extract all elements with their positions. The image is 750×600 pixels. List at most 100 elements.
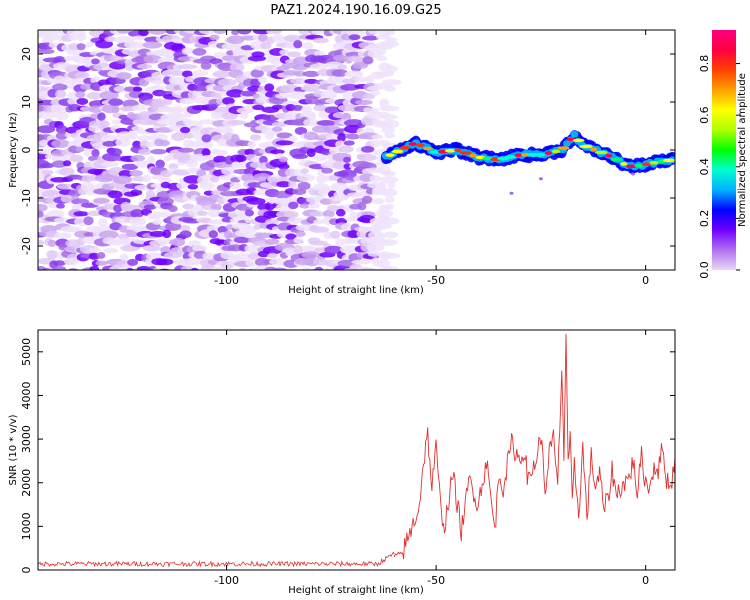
y-tick-label: 1000 bbox=[20, 512, 33, 540]
noise-cell bbox=[75, 91, 86, 99]
noise-cell bbox=[53, 217, 70, 224]
noise-cell bbox=[138, 148, 152, 156]
noise-cell bbox=[147, 156, 156, 164]
noise-cell bbox=[221, 166, 237, 176]
noise-cell bbox=[309, 211, 327, 217]
noise-cell bbox=[188, 240, 202, 247]
noise-cell bbox=[371, 134, 384, 140]
noise-cell bbox=[190, 267, 199, 270]
signal-core bbox=[589, 147, 598, 152]
noise-cell bbox=[344, 70, 364, 78]
noise-cell bbox=[252, 104, 265, 111]
noise-cell bbox=[241, 173, 257, 182]
noise-cell bbox=[298, 30, 310, 35]
noise-cell bbox=[313, 50, 325, 57]
noise-cell bbox=[145, 252, 163, 260]
colorbar-bar bbox=[712, 30, 736, 270]
noise-cell bbox=[264, 83, 275, 92]
noise-cell bbox=[88, 252, 100, 260]
noise-cell bbox=[387, 181, 396, 189]
noise-cell bbox=[381, 252, 401, 259]
colorbar-tick-label: 0.4 bbox=[698, 158, 711, 176]
noise-cell bbox=[321, 167, 334, 174]
noise-cell bbox=[196, 210, 208, 216]
noise-cell bbox=[119, 253, 129, 261]
noise-cell bbox=[250, 69, 264, 78]
noise-cell bbox=[246, 197, 266, 205]
noise-cell bbox=[297, 181, 311, 191]
noise-cell bbox=[237, 30, 252, 35]
colorbar-tick-label: 0.0 bbox=[698, 261, 711, 279]
noise-cell bbox=[73, 211, 89, 217]
signal-core bbox=[649, 161, 659, 165]
noise-cell bbox=[86, 92, 103, 100]
colorbar-tick-label: 0.6 bbox=[698, 106, 711, 124]
noise-cell bbox=[229, 62, 245, 72]
noise-cell bbox=[213, 30, 228, 35]
noise-cell bbox=[244, 226, 257, 234]
noise-cell bbox=[116, 72, 132, 80]
noise-cell bbox=[295, 230, 306, 237]
noise-cell bbox=[200, 61, 212, 70]
noise-cell bbox=[384, 86, 396, 92]
noise-cell bbox=[76, 98, 89, 105]
noise-cell bbox=[382, 79, 402, 86]
noise-cell bbox=[101, 134, 118, 143]
noise-cell bbox=[187, 183, 199, 190]
noise-cell bbox=[211, 189, 222, 196]
noise-cell bbox=[102, 248, 119, 254]
noise-cell bbox=[99, 90, 119, 100]
noise-cell bbox=[107, 190, 123, 199]
noise-cell bbox=[56, 183, 76, 190]
noise-cell bbox=[240, 110, 249, 120]
noise-cell bbox=[111, 119, 123, 125]
noise-cell bbox=[137, 135, 152, 141]
signal-core bbox=[385, 153, 395, 157]
noise-cell bbox=[306, 148, 316, 158]
noise-cell bbox=[335, 208, 346, 217]
x-tick-label: -100 bbox=[214, 274, 239, 287]
noise-cell bbox=[309, 226, 330, 233]
noise-cell bbox=[67, 268, 79, 270]
noise-cell bbox=[381, 266, 400, 270]
noise-cell bbox=[155, 159, 165, 169]
noise-cell bbox=[54, 232, 72, 240]
noise-cell bbox=[121, 163, 139, 171]
noise-cell bbox=[47, 189, 59, 197]
noise-cell bbox=[209, 34, 220, 41]
noise-cell bbox=[309, 63, 328, 70]
noise-cell bbox=[171, 169, 191, 176]
signal-core bbox=[527, 153, 539, 157]
noise-cell bbox=[150, 148, 167, 155]
noise-cell bbox=[91, 58, 100, 65]
noise-cell bbox=[244, 244, 260, 253]
signal-core bbox=[505, 155, 517, 159]
signal-core bbox=[408, 142, 417, 146]
noise-cell bbox=[217, 78, 237, 87]
noise-cell bbox=[379, 105, 399, 112]
y-tick-label: 5000 bbox=[20, 338, 33, 366]
noise-cell bbox=[294, 126, 308, 135]
noise-cell bbox=[264, 238, 280, 245]
noise-cell bbox=[357, 202, 367, 211]
x-tick-label: 0 bbox=[642, 274, 649, 287]
y-tick-label: -20 bbox=[20, 237, 33, 255]
noise-cell bbox=[143, 54, 162, 64]
noise-cell bbox=[313, 219, 325, 225]
noise-cell bbox=[55, 131, 68, 140]
noise-cell bbox=[267, 252, 278, 259]
noise-cell bbox=[270, 30, 282, 35]
noise-cell bbox=[148, 133, 168, 143]
noise-cell bbox=[249, 78, 261, 87]
x-tick-label: -50 bbox=[427, 574, 445, 587]
noise-cell bbox=[363, 107, 373, 113]
noise-cell bbox=[379, 40, 399, 48]
noise-cell bbox=[360, 145, 375, 153]
noise-cell bbox=[323, 209, 335, 218]
noise-cell bbox=[382, 70, 395, 77]
colorbar-tick-label: 0.2 bbox=[698, 210, 711, 228]
noise-cell bbox=[324, 106, 342, 114]
noise-cell bbox=[170, 43, 186, 53]
noise-cell bbox=[380, 188, 398, 197]
noise-cell bbox=[199, 142, 214, 149]
